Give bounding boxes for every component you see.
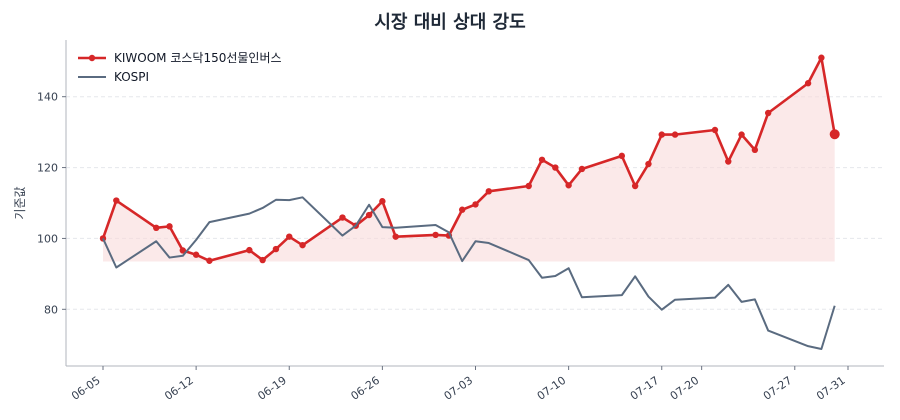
inverse-point bbox=[153, 224, 160, 232]
inverse-point bbox=[272, 245, 280, 253]
y-tick-label: 120 bbox=[37, 162, 58, 175]
inverse-point bbox=[206, 257, 213, 264]
y-axis-title: 기준값 bbox=[13, 186, 27, 219]
x-tick-label: 06-19 bbox=[255, 374, 289, 403]
inverse-point bbox=[804, 80, 812, 87]
x-tick-label: 07-17 bbox=[628, 374, 662, 403]
legend-marker-inverse bbox=[88, 54, 96, 62]
inverse-point bbox=[299, 241, 306, 249]
x-tick-label: 07-27 bbox=[761, 374, 795, 403]
inverse-point bbox=[166, 223, 173, 230]
inverse-point bbox=[631, 182, 639, 190]
x-tick-label: 06-05 bbox=[69, 374, 103, 403]
y-tick-label: 80 bbox=[44, 303, 58, 316]
y-tick-label: 140 bbox=[37, 91, 58, 104]
inverse-point bbox=[725, 158, 732, 165]
inverse-point bbox=[829, 129, 840, 140]
inverse-point bbox=[525, 182, 532, 190]
legend-label-inverse: KIWOOM 코스닥150선물인버스 bbox=[114, 51, 282, 65]
inverse-point bbox=[192, 251, 200, 258]
x-tick-label: 06-26 bbox=[348, 374, 382, 403]
inverse-point bbox=[286, 233, 293, 240]
x-tick-label: 07-31 bbox=[814, 374, 848, 403]
inverse-point bbox=[472, 201, 479, 208]
inverse-point bbox=[764, 109, 772, 117]
x-tick-label: 07-03 bbox=[442, 374, 476, 403]
kospi-series-line bbox=[102, 196, 836, 350]
inverse-point bbox=[432, 231, 439, 239]
inverse-point bbox=[179, 247, 187, 254]
inverse-point bbox=[552, 164, 559, 171]
inverse-point bbox=[538, 156, 546, 163]
legend-label-kospi: KOSPI bbox=[114, 70, 149, 84]
y-tick-label: 100 bbox=[37, 232, 58, 245]
inverse-point bbox=[259, 256, 266, 264]
x-tick-label: 07-10 bbox=[535, 374, 569, 403]
inverse-point bbox=[711, 126, 719, 134]
inverse-point bbox=[618, 152, 626, 160]
inverse-point bbox=[246, 246, 253, 254]
inverse-point bbox=[565, 182, 572, 189]
inverse-series-line bbox=[101, 56, 836, 263]
inverse-point bbox=[671, 131, 679, 138]
inverse-point bbox=[365, 211, 373, 219]
inverse-point bbox=[339, 214, 346, 221]
inverse-point bbox=[818, 54, 825, 61]
inverse-point bbox=[658, 131, 665, 138]
inverse-point bbox=[485, 188, 493, 195]
chart-title: 시장 대비 상대 강도 bbox=[374, 12, 526, 33]
inverse-point bbox=[392, 233, 399, 240]
inverse-point bbox=[578, 165, 586, 173]
inverse-point bbox=[738, 131, 745, 138]
inverse-point bbox=[458, 206, 466, 213]
inverse-point bbox=[379, 198, 386, 205]
x-tick-label: 06-12 bbox=[162, 374, 196, 403]
inverse-point bbox=[751, 146, 759, 154]
inverse-fill-area bbox=[103, 57, 835, 262]
inverse-point bbox=[113, 197, 120, 204]
x-tick-label: 07-20 bbox=[668, 374, 702, 403]
inverse-point bbox=[645, 160, 652, 168]
